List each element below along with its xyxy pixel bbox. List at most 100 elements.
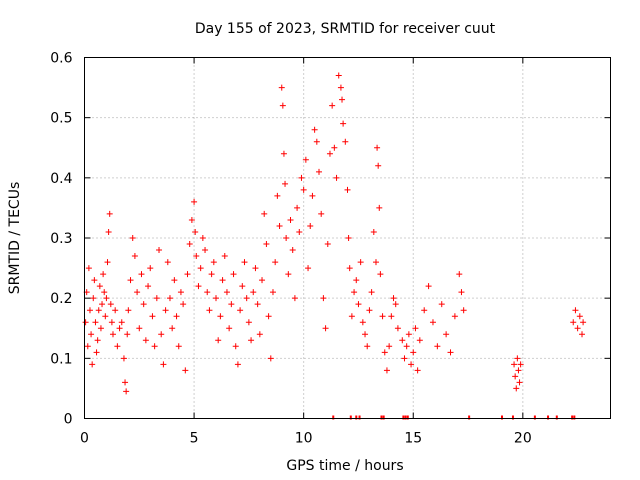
y-tick-label: 0: [64, 412, 73, 428]
data-point: [399, 337, 406, 344]
data-point: [362, 331, 369, 338]
data-point: [241, 259, 248, 266]
data-point: [182, 367, 189, 374]
data-point: [206, 307, 213, 314]
data-point: [171, 277, 178, 284]
data-point: [282, 180, 289, 187]
data-point: [109, 331, 116, 338]
data-point: [93, 349, 100, 356]
data-point: [104, 259, 111, 266]
data-point: [283, 235, 290, 241]
data-point: [158, 331, 165, 338]
data-point: [202, 247, 209, 254]
data-point: [355, 301, 362, 308]
data-point: [307, 222, 314, 229]
data-point: [383, 367, 390, 374]
data-point: [329, 102, 336, 109]
data-point: [94, 337, 101, 344]
data-point: [97, 325, 104, 332]
data-point: [153, 295, 160, 302]
data-point: [173, 313, 180, 320]
data-point: [401, 355, 408, 362]
data-point: [278, 84, 285, 91]
data-point: [456, 271, 463, 278]
data-point: [280, 150, 287, 157]
data-point: [267, 355, 274, 362]
data-point: [580, 319, 587, 326]
data-point: [234, 361, 241, 368]
tick-layer: [84, 57, 611, 419]
data-point: [95, 307, 102, 314]
data-point: [252, 265, 259, 272]
data-point: [348, 313, 355, 320]
data-point: [514, 355, 521, 362]
data-point: [302, 156, 309, 163]
y-tick-label: 0.2: [50, 291, 72, 307]
data-point: [294, 204, 301, 211]
chart-title: Day 155 of 2023, SRMTID for receiver cuu…: [195, 21, 496, 37]
data-point: [425, 283, 432, 290]
data-point: [123, 388, 130, 395]
data-point: [403, 343, 410, 350]
data-point: [136, 325, 143, 332]
data-point: [364, 343, 371, 350]
data-point: [226, 325, 233, 332]
data-point: [91, 277, 98, 284]
data-point: [112, 307, 119, 314]
data-point: [434, 343, 441, 350]
data-point: [340, 120, 347, 127]
data-point: [311, 126, 318, 133]
data-point: [429, 319, 436, 326]
data-point: [124, 331, 131, 338]
data-point: [316, 168, 323, 175]
data-point: [106, 210, 113, 217]
data-point: [421, 307, 428, 314]
y-tick-label: 0.5: [50, 111, 72, 127]
data-point: [289, 247, 296, 254]
data-point: [84, 343, 91, 350]
data-point: [344, 186, 351, 193]
data-point: [379, 313, 386, 320]
data-point: [458, 289, 465, 296]
data-point: [86, 307, 93, 314]
data-point: [217, 313, 224, 320]
data-point: [140, 301, 147, 308]
data-point: [572, 307, 579, 314]
x-axis-label: GPS time / hours: [286, 458, 403, 474]
data-point: [263, 241, 270, 248]
data-point: [370, 228, 377, 235]
data-point: [188, 216, 195, 223]
data-point: [107, 301, 114, 308]
data-point: [129, 235, 136, 241]
data-point: [353, 277, 360, 284]
data-point: [291, 295, 298, 302]
data-point: [377, 271, 384, 278]
data-point: [366, 307, 373, 314]
data-point: [243, 295, 250, 302]
data-point: [414, 367, 421, 374]
data-point: [576, 313, 583, 320]
data-point: [337, 84, 344, 91]
data-point: [438, 301, 445, 308]
data-point: [99, 301, 106, 308]
data-point: [162, 307, 169, 314]
data-point: [574, 325, 581, 332]
data-point: [351, 289, 358, 296]
data-point: [166, 295, 173, 302]
data-point: [180, 301, 187, 308]
data-point: [96, 283, 103, 290]
data-point: [232, 343, 239, 350]
data-point: [279, 102, 286, 109]
data-point: [122, 379, 129, 386]
data-point: [368, 289, 375, 296]
data-point: [309, 192, 316, 199]
data-point: [357, 259, 364, 266]
data-point: [517, 361, 524, 368]
data-point: [90, 295, 97, 302]
data-point: [186, 241, 193, 248]
data-point: [276, 222, 283, 229]
data-point: [101, 289, 108, 296]
data-point: [287, 216, 294, 223]
data-point: [219, 277, 226, 284]
data-point: [147, 265, 154, 272]
